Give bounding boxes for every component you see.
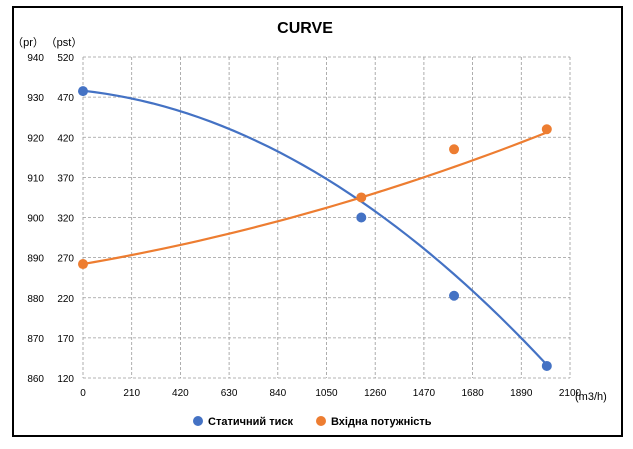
input-power-line [82, 131, 548, 266]
y-left-tick-label: 930 [27, 93, 44, 104]
chart-title: CURVE [277, 20, 333, 37]
y-right-tick-label: 270 [57, 254, 74, 265]
input-power-legend-label: Вхідна потужність [331, 416, 432, 428]
x-tick-label: 2100 [559, 388, 582, 399]
y-left-tick-label: 920 [27, 133, 44, 144]
tick-labels: 860 120 870 170 880 220 890 270 900 320 910 370 920 4… [27, 53, 581, 399]
y-right-tick-label: 120 [57, 374, 74, 385]
x-tick-label: 1260 [364, 388, 387, 399]
y-left-tick-label: 880 [27, 294, 44, 305]
y-right-tick-label: 470 [57, 93, 74, 104]
x-tick-label: 420 [172, 388, 189, 399]
static-pressure-legend-label: Статичний тиск [208, 416, 293, 428]
static-pressure-point [541, 360, 552, 371]
x-tick-label: 0 [80, 388, 86, 399]
input-power-point [541, 124, 552, 135]
y-left-tick-label: 890 [27, 254, 44, 265]
y-left-tick-label: 910 [27, 173, 44, 184]
x-tick-label: 1680 [461, 388, 484, 399]
y-right-tick-label: 370 [57, 173, 74, 184]
y-left-axis-label: （pr） [12, 36, 44, 49]
x-axis-unit-label: (m3/h) [575, 391, 607, 403]
x-tick-label: 1890 [510, 388, 533, 399]
y-right-axis-label: （pst） [46, 36, 83, 49]
x-tick-label: 840 [269, 388, 286, 399]
static-pressure-point [356, 212, 367, 223]
x-tick-label: 1470 [413, 388, 436, 399]
grid-layer [82, 56, 571, 379]
input-power-point [78, 259, 88, 270]
static-pressure-legend-marker [193, 416, 203, 426]
static-pressure-point [78, 86, 88, 97]
static-pressure-line [82, 89, 548, 366]
y-right-tick-label: 170 [57, 334, 74, 345]
x-tick-label: 210 [123, 388, 140, 399]
static-pressure-point [449, 290, 460, 301]
y-left-tick-label: 870 [27, 334, 44, 345]
input-power-legend-marker [316, 416, 326, 426]
input-power-point [356, 192, 367, 203]
series-layer [78, 86, 552, 371]
y-left-tick-label: 900 [27, 214, 44, 225]
y-right-tick-label: 520 [57, 53, 74, 64]
legend: Статичний тиск Вхідна потужність [193, 416, 432, 428]
y-right-tick-label: 320 [57, 214, 74, 225]
y-left-tick-label: 940 [27, 53, 44, 64]
y-right-tick-label: 220 [57, 294, 74, 305]
y-right-tick-label: 420 [57, 133, 74, 144]
x-tick-label: 1050 [315, 388, 338, 399]
y-left-tick-label: 860 [27, 374, 44, 385]
input-power-point [449, 144, 460, 155]
x-tick-label: 630 [221, 388, 238, 399]
